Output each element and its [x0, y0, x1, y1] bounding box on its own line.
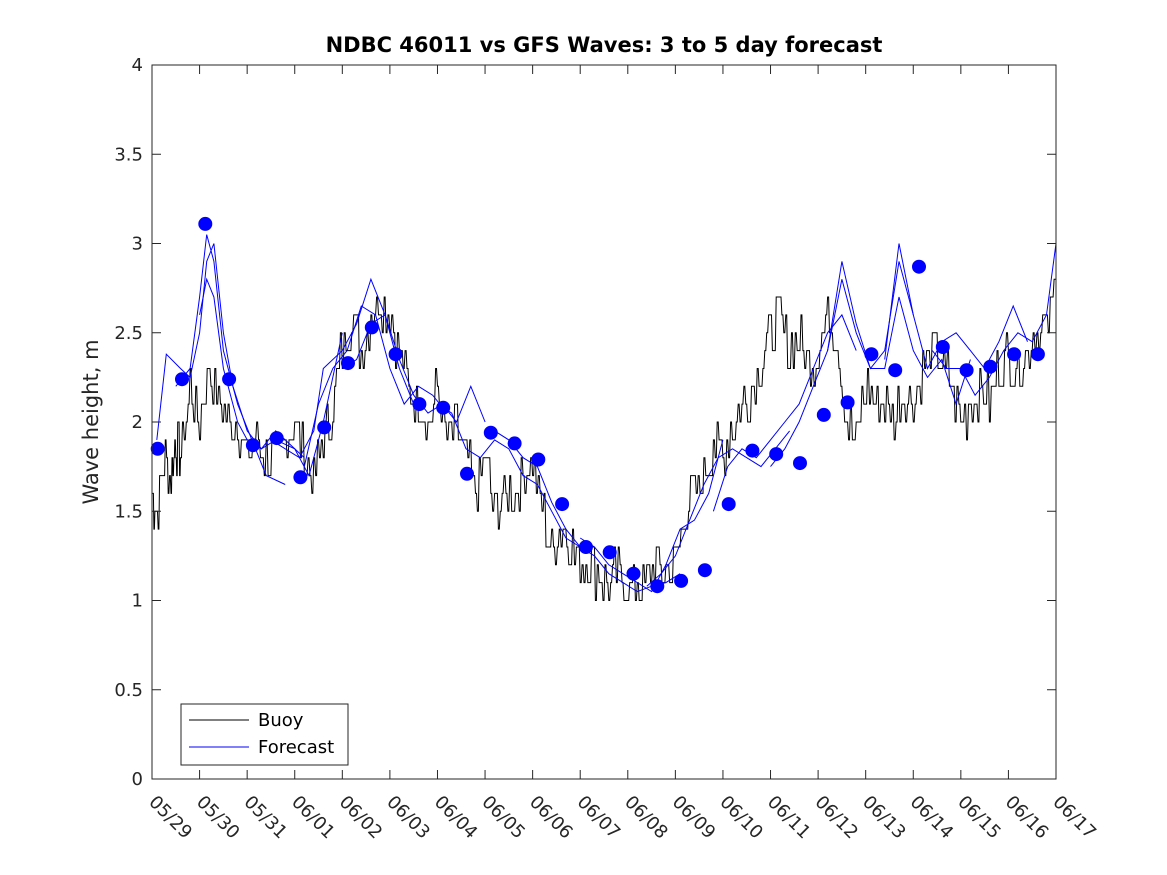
- forecast-marker: [341, 356, 355, 371]
- forecast-marker: [626, 566, 641, 581]
- x-tick-label: 06/16: [1001, 792, 1053, 844]
- legend-forecast-label: Forecast: [258, 737, 334, 758]
- forecast-marker: [912, 259, 926, 274]
- x-tick-label: 06/08: [620, 792, 672, 844]
- forecast-line-14: [884, 243, 1028, 370]
- x-tick-label: 05/31: [240, 792, 292, 844]
- forecast-marker: [150, 441, 165, 456]
- forecast-marker: [935, 340, 950, 354]
- x-tick-label: 06/12: [811, 792, 863, 844]
- forecast-marker: [793, 456, 807, 471]
- legend-buoy-label: Buoy: [258, 710, 304, 731]
- forecast-marker: [697, 563, 712, 578]
- forecast-marker: [507, 436, 522, 451]
- x-tick-label: 06/06: [525, 792, 577, 844]
- forecast-marker: [674, 573, 689, 588]
- x-tick-label: 06/10: [715, 792, 767, 844]
- x-tick-label: 06/15: [953, 792, 1005, 844]
- forecast-marker: [864, 347, 879, 362]
- forecast-marker: [412, 397, 427, 412]
- legend: Buoy Forecast: [180, 703, 349, 766]
- forecast-marker: [1007, 347, 1022, 362]
- y-tick-label: 3.5: [114, 144, 143, 165]
- forecast-markers: [150, 216, 1045, 594]
- forecast-marker: [959, 363, 974, 378]
- forecast-marker: [721, 497, 736, 512]
- x-tick-label: 06/05: [478, 792, 530, 844]
- y-tick-label: 3: [132, 234, 143, 255]
- forecast-marker: [175, 372, 189, 387]
- forecast-line-5: [303, 305, 448, 467]
- x-tick-label: 06/13: [858, 792, 910, 844]
- forecast-marker: [364, 320, 379, 335]
- forecast-marker: [388, 347, 403, 362]
- x-tick-label: 06/14: [906, 792, 958, 844]
- forecast-marker: [888, 363, 903, 378]
- chart-title: NDBC 46011 vs GFS Waves: 3 to 5 day fore…: [326, 33, 883, 57]
- x-tick-label: 06/01: [287, 792, 339, 844]
- forecast-marker: [1030, 347, 1045, 362]
- x-tick-label: 06/17: [1048, 792, 1100, 844]
- forecast-marker: [293, 470, 308, 485]
- y-tick-label: 1.5: [114, 501, 143, 522]
- forecast-marker: [602, 545, 617, 560]
- forecast-marker: [317, 420, 332, 435]
- legend-box: [180, 703, 349, 766]
- y-tick-label: 4: [132, 55, 143, 76]
- plot-area: [152, 65, 1056, 779]
- x-tick-label: 05/29: [144, 792, 196, 844]
- y-axis-label: Wave height, m: [79, 339, 103, 504]
- forecast-marker: [269, 431, 284, 446]
- forecast-marker: [245, 438, 260, 453]
- y-tick-label: 1: [132, 591, 143, 612]
- x-tick-label: 06/02: [335, 792, 387, 844]
- y-tick-label: 0: [132, 769, 143, 790]
- forecast-marker: [650, 579, 665, 594]
- forecast-line-9: [579, 439, 724, 593]
- forecast-line-1: [156, 243, 343, 477]
- y-tick-label: 0.5: [114, 680, 143, 701]
- forecast-line-13: [827, 261, 971, 406]
- forecast-marker: [816, 407, 831, 422]
- x-tick-label: 06/03: [382, 792, 434, 844]
- forecast-marker: [222, 372, 237, 387]
- forecast-line-4: [270, 277, 415, 459]
- forecast-marker: [745, 443, 760, 458]
- forecast-marker: [840, 395, 855, 410]
- x-tick-label: 05/30: [192, 792, 244, 844]
- forecast-marker: [769, 447, 784, 462]
- forecast-series: [156, 234, 1057, 593]
- forecast-line-7: [437, 403, 581, 548]
- forecast-marker: [483, 425, 498, 440]
- x-tick-label: 06/04: [430, 792, 482, 844]
- y-tick-label: 2.5: [114, 323, 143, 344]
- forecast-marker: [198, 216, 213, 231]
- x-tick-label: 06/11: [763, 792, 815, 844]
- x-tick-label: 06/09: [668, 792, 720, 844]
- forecast-marker: [436, 400, 451, 415]
- forecast-marker: [531, 452, 546, 467]
- forecast-marker: [578, 540, 593, 554]
- forecast-marker: [983, 359, 998, 374]
- y-tick-label: 2: [132, 412, 143, 433]
- forecast-line-6: [342, 314, 486, 423]
- forecast-marker: [555, 497, 570, 512]
- forecast-marker: [460, 466, 474, 481]
- forecast-line-2: [175, 234, 286, 485]
- x-tick-label: 06/07: [573, 792, 625, 844]
- forecast-line-10: [646, 430, 790, 587]
